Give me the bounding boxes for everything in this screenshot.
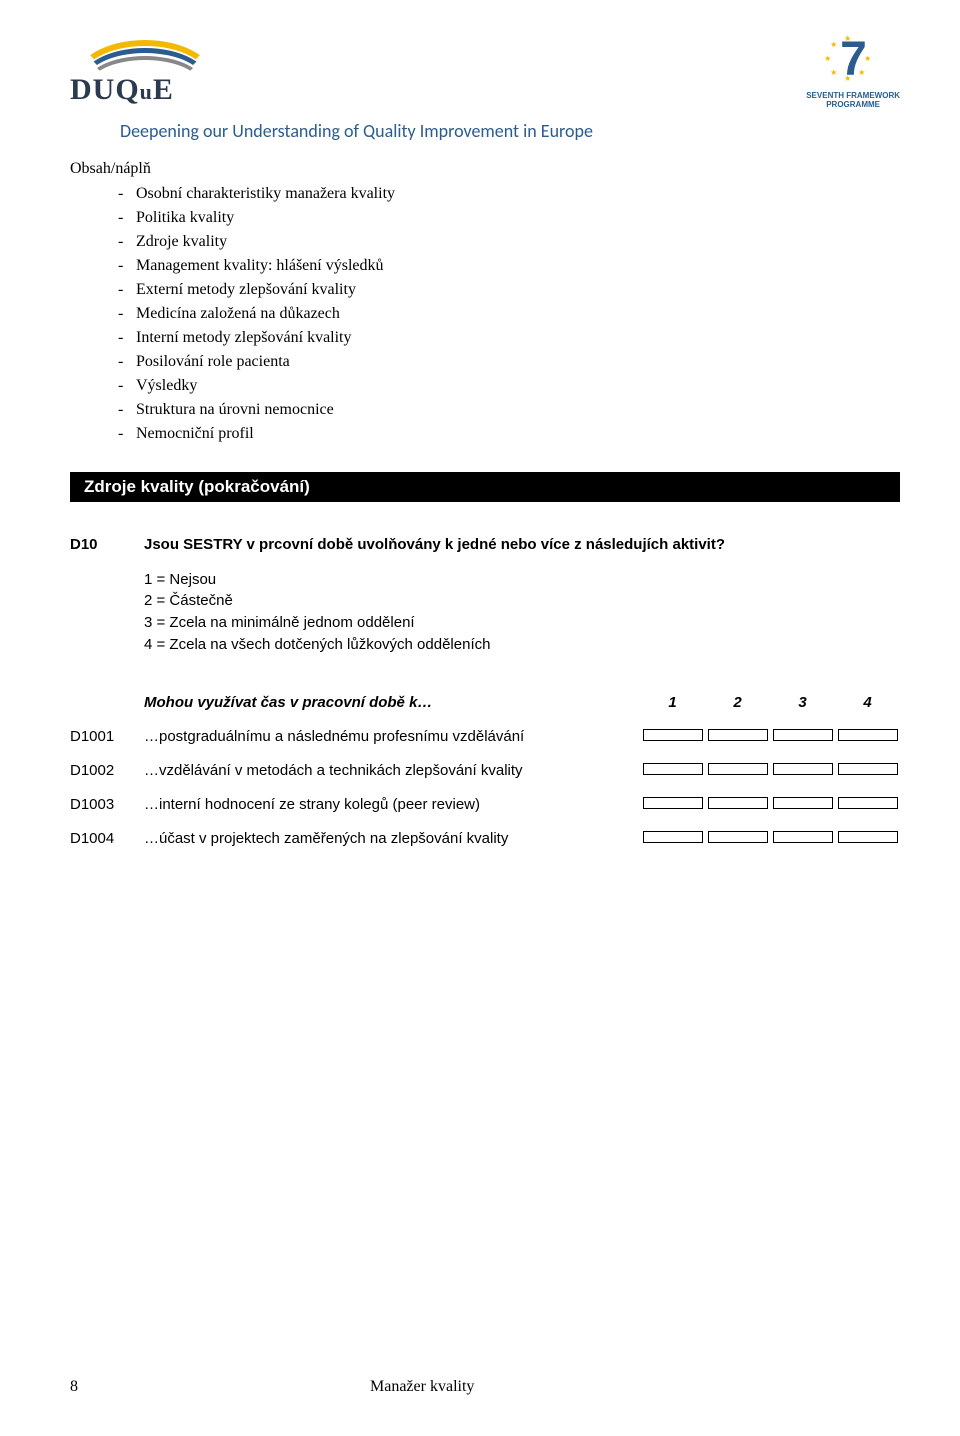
checkbox-icon[interactable] <box>708 729 768 741</box>
question-d10: D10 Jsou SESTRY v prcovní době uvolňován… <box>70 536 900 553</box>
list-item: -Politika kvality <box>118 206 900 230</box>
outline-title: Obsah/náplň <box>70 160 900 178</box>
duque-arc-icon <box>70 30 220 75</box>
question-text: Jsou SESTRY v prcovní době uvolňovány k … <box>144 536 900 553</box>
checkbox-icon[interactable] <box>708 797 768 809</box>
checkbox-icon[interactable] <box>773 763 833 775</box>
col-header: 1 <box>643 694 703 711</box>
table-row: D1001 …postgraduálnímu a následnému prof… <box>70 720 900 754</box>
duque-logo: DUQuE <box>70 30 220 107</box>
checkbox-icon[interactable] <box>838 729 898 741</box>
checkbox-icon[interactable] <box>708 831 768 843</box>
list-item: -Externí metody zlepšování kvality <box>118 278 900 302</box>
section-heading: Zdroje kvality (pokračování) <box>70 472 900 502</box>
fp7-label: SEVENTH FRAMEWORK PROGRAMME <box>806 92 900 110</box>
legend-item: 4 = Zcela na všech dotčených lůžkových o… <box>144 634 900 656</box>
row-label: …vzdělávání v metodách a technikách zlep… <box>144 762 640 779</box>
list-item-label: Medicína založená na důkazech <box>136 302 340 326</box>
row-label: …interní hodnocení ze strany kolegů (pee… <box>144 796 640 813</box>
page-footer: 8 Manažer kvality <box>70 1378 900 1396</box>
table-row: D1002 …vzdělávání v metodách a technikác… <box>70 754 900 788</box>
content-outline: Obsah/náplň -Osobní charakteristiky mana… <box>70 160 900 446</box>
list-item: -Interní metody zlepšování kvality <box>118 326 900 350</box>
checkbox-icon[interactable] <box>838 797 898 809</box>
table-row: D1004 …účast v projektech zaměřených na … <box>70 822 900 856</box>
row-code: D1002 <box>70 762 144 779</box>
col-header: 4 <box>838 694 898 711</box>
checkbox-icon[interactable] <box>643 831 703 843</box>
list-item: -Struktura na úrovni nemocnice <box>118 398 900 422</box>
header-label: Mohou využívat čas v pracovní době k… <box>144 694 640 711</box>
legend-item: 2 = Částečně <box>144 590 900 612</box>
legend-item: 3 = Zcela na minimálně jednom oddělení <box>144 612 900 634</box>
list-item-label: Nemocniční profil <box>136 422 254 446</box>
col-header: 2 <box>708 694 768 711</box>
page-subtitle: Deepening our Understanding of Quality I… <box>120 120 900 142</box>
answer-legend: 1 = Nejsou 2 = Částečně 3 = Zcela na min… <box>144 569 900 656</box>
outline-list: -Osobní charakteristiky manažera kvality… <box>118 182 900 446</box>
fp7-icon: ★ ★ ★ ★ ★ ★ ★ ★ 7 <box>818 30 888 90</box>
list-item-label: Zdroje kvality <box>136 230 227 254</box>
checkbox-icon[interactable] <box>643 797 703 809</box>
fp7-line1: SEVENTH FRAMEWORK <box>806 91 900 100</box>
list-item: -Medicína založená na důkazech <box>118 302 900 326</box>
fp7-line2: PROGRAMME <box>826 100 880 109</box>
list-item: -Posilování role pacienta <box>118 350 900 374</box>
list-item-label: Management kvality: hlášení výsledků <box>136 254 384 278</box>
checkbox-icon[interactable] <box>773 729 833 741</box>
col-header: 3 <box>773 694 833 711</box>
list-item-label: Politika kvality <box>136 206 234 230</box>
list-item-label: Výsledky <box>136 374 197 398</box>
page-header: DUQuE ★ ★ ★ ★ ★ ★ ★ ★ 7 SEVENTH FRAMEWOR… <box>70 30 900 110</box>
checkbox-icon[interactable] <box>773 797 833 809</box>
checkbox-icon[interactable] <box>708 763 768 775</box>
fp7-logo: ★ ★ ★ ★ ★ ★ ★ ★ 7 SEVENTH FRAMEWORK PROG… <box>806 30 900 110</box>
checkbox-icon[interactable] <box>838 831 898 843</box>
question-code: D10 <box>70 536 144 553</box>
list-item: -Výsledky <box>118 374 900 398</box>
row-code: D1004 <box>70 830 144 847</box>
checkbox-icon[interactable] <box>643 729 703 741</box>
list-item-label: Interní metody zlepšování kvality <box>136 326 352 350</box>
header-options: 1 2 3 4 <box>640 694 900 711</box>
list-item: -Management kvality: hlášení výsledků <box>118 254 900 278</box>
list-item-label: Osobní charakteristiky manažera kvality <box>136 182 395 206</box>
list-item-label: Posilování role pacienta <box>136 350 290 374</box>
list-item: -Nemocniční profil <box>118 422 900 446</box>
list-item-label: Externí metody zlepšování kvality <box>136 278 356 302</box>
row-code: D1003 <box>70 796 144 813</box>
page-number: 8 <box>70 1378 78 1396</box>
list-item: -Osobní charakteristiky manažera kvality <box>118 182 900 206</box>
checkbox-icon[interactable] <box>838 763 898 775</box>
legend-item: 1 = Nejsou <box>144 569 900 591</box>
checkbox-icon[interactable] <box>643 763 703 775</box>
checkbox-icon[interactable] <box>773 831 833 843</box>
row-label: …účast v projektech zaměřených na zlepšo… <box>144 830 640 847</box>
response-table: Mohou využívat čas v pracovní době k… 1 … <box>70 686 900 856</box>
footer-title: Manažer kvality <box>370 1378 474 1396</box>
table-header: Mohou využívat čas v pracovní době k… 1 … <box>70 686 900 720</box>
list-item-label: Struktura na úrovni nemocnice <box>136 398 334 422</box>
table-row: D1003 …interní hodnocení ze strany koleg… <box>70 788 900 822</box>
list-item: -Zdroje kvality <box>118 230 900 254</box>
row-label: …postgraduálnímu a následnému profesnímu… <box>144 728 640 745</box>
row-code: D1001 <box>70 728 144 745</box>
